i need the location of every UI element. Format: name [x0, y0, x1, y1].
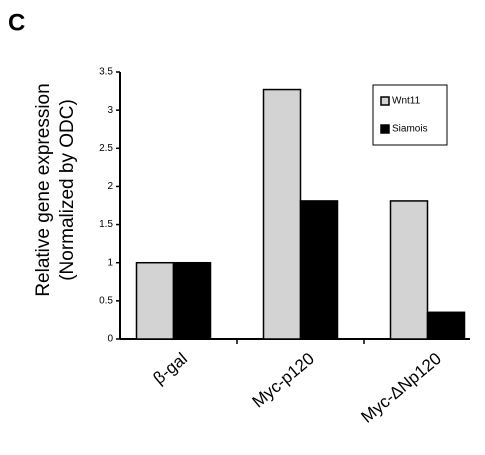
bar: [262, 88, 302, 340]
bar: [172, 261, 212, 340]
legend-swatch: [380, 124, 390, 134]
y-tick-label: 1.5: [99, 219, 113, 230]
y-tick-label: 3: [107, 105, 113, 116]
y-tick-label: 0.5: [99, 295, 113, 306]
y-axis-label: Relative gene expression: [33, 83, 54, 296]
legend-label: Wnt11: [392, 96, 421, 107]
x-tick-label: Myc-p120: [249, 349, 318, 412]
x-tick-label: β-gal: [150, 349, 191, 388]
y-tick-label: 2: [107, 181, 113, 192]
y-axis-label: (Normalized by ODC): [57, 99, 78, 281]
y-tick-label: 2.5: [99, 143, 113, 154]
bar: [389, 200, 429, 340]
bar: [135, 261, 175, 340]
y-tick-label: 1: [107, 257, 113, 268]
panel-label: C: [8, 9, 25, 36]
legend-swatch: [380, 96, 390, 106]
bar: [299, 200, 339, 340]
y-tick-label: 3.5: [99, 67, 113, 78]
legend-label: Siamois: [392, 124, 428, 135]
legend-box: [372, 84, 448, 146]
y-tick-label: 0: [107, 334, 113, 345]
bar: [426, 311, 466, 340]
x-tick-label: Myc-ΔNp120: [357, 349, 445, 427]
